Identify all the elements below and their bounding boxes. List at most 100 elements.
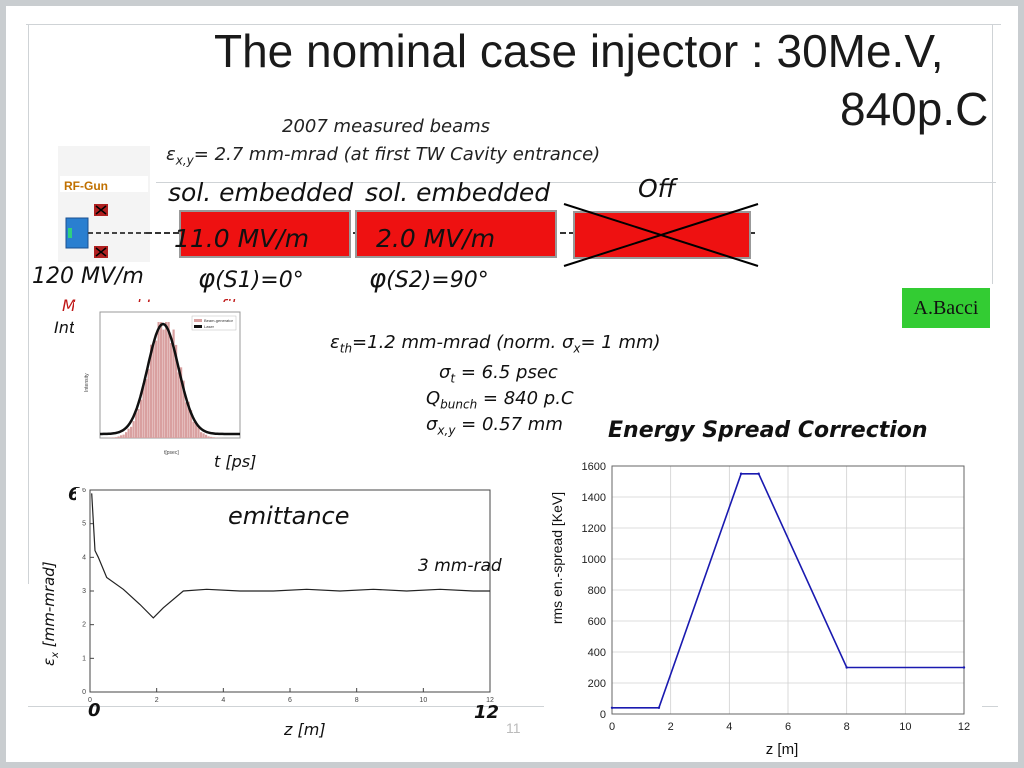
rf-gun-drawing: RF-Gun xyxy=(58,146,150,262)
es-x-tick-label: 0 xyxy=(609,721,615,733)
emit-x-tick-label: 10 xyxy=(419,697,427,704)
emit-y-tick-label: 6 xyxy=(82,488,86,494)
es-xlabel: z [m] xyxy=(766,741,799,758)
frame-right-line xyxy=(992,24,993,284)
laser-hist-bar xyxy=(162,329,165,438)
slide: The nominal case injector : 30Me.V, 840p… xyxy=(6,6,1018,762)
frame-bottom-line xyxy=(28,706,998,707)
emit-x-tick-label: 2 xyxy=(155,697,159,704)
param-sigma-t-text: = 6.5 psec xyxy=(455,362,558,383)
param-sigma-xy: σx,y = 0.57 mm xyxy=(426,414,563,438)
es-ylabel: rms en.-spread [KeV] xyxy=(549,492,565,624)
laser-hist-bar xyxy=(112,437,115,438)
es-data-point xyxy=(739,472,743,475)
laser-hist-bar xyxy=(152,343,155,438)
laser-hist-bar xyxy=(202,433,205,438)
emit-ylabel-text: [mm-mrad] xyxy=(40,561,58,652)
laser-profile-plot: Beam-generator Laser Intensity t[psec] xyxy=(74,302,270,464)
emit-y-tick-label: 0 xyxy=(82,689,86,696)
laser-hist-bar xyxy=(142,382,145,438)
laser-hist-bar xyxy=(165,322,168,438)
emit-y-tick-label: 5 xyxy=(82,521,86,528)
emittance-label: emittance xyxy=(228,502,350,530)
param-sxy-sub: x,y xyxy=(437,423,456,438)
laser-profile-svg: Beam-generator Laser Intensity t[psec] xyxy=(84,311,241,456)
laser-hist-bar xyxy=(160,322,163,438)
param-sxy-text: = 0.57 mm xyxy=(455,414,563,435)
es-data-point xyxy=(657,706,661,709)
es-y-tick-label: 600 xyxy=(588,616,606,628)
rf-gun-label: RF-Gun xyxy=(64,179,108,193)
laser-hist-bar xyxy=(155,340,158,438)
es-y-tick-label: 800 xyxy=(588,585,606,597)
laser-hist-bar xyxy=(125,432,128,438)
laser-hist-bar xyxy=(150,344,153,438)
gun-field-label: 120 MV/m xyxy=(32,264,144,289)
es-series-line xyxy=(612,473,964,709)
param-eth-sub2: x xyxy=(573,341,581,356)
emit-ylabel-symbol: ε xyxy=(40,657,58,666)
emit-x-tick-label: 8 xyxy=(355,697,359,704)
param-eth-sub: th xyxy=(339,341,353,356)
emit-y-tick-label: 3 xyxy=(82,588,86,595)
author-badge: A.Bacci xyxy=(902,288,990,328)
laser-hist-bar xyxy=(145,379,148,438)
phi-symbol: φ xyxy=(369,264,387,294)
field1-label: 11.0 MV/m xyxy=(174,224,310,253)
laser-hist-bar xyxy=(122,434,125,438)
intensity-axis-label: Int. xyxy=(54,318,81,337)
off-label: Off xyxy=(638,174,676,203)
laser-hist-bar xyxy=(205,434,208,438)
beamline xyxy=(146,182,766,272)
es-x-tick-label: 10 xyxy=(899,721,911,733)
slide-title-line1: The nominal case injector : 30Me.V, xyxy=(214,25,944,77)
laser-hist-bar xyxy=(190,410,193,438)
laser-hist-bar xyxy=(180,367,183,438)
laser-hist-bar xyxy=(147,369,150,438)
laser-hist-bar xyxy=(207,436,210,438)
time-axis-label: t [ps] xyxy=(214,452,257,471)
laser-hist-bar xyxy=(210,436,213,438)
rf-gun-schematic: RF-Gun xyxy=(58,146,150,262)
param-sxy-symbol: σ xyxy=(426,414,438,435)
frame-left-line xyxy=(28,24,29,584)
emittance-note-sub: x,y xyxy=(175,153,194,168)
param-q-symbol: Q xyxy=(426,388,441,409)
param-thermal-emittance: εth=1.2 mm-mrad (norm. σx= 1 mm) xyxy=(330,332,661,356)
emittance-xlabel: z [m] xyxy=(284,720,326,739)
param-q-bunch: Qbunch = 840 p.C xyxy=(426,388,574,412)
emit-y-tick-label: 1 xyxy=(82,655,86,662)
emit-x-tick-label: 12 xyxy=(486,697,494,704)
laser-hist-bar xyxy=(172,329,175,438)
laser-hist-bar xyxy=(187,401,190,438)
emit-x-tick-label: 4 xyxy=(221,697,225,704)
param-sigma-t-sub: t xyxy=(450,371,456,386)
es-data-point xyxy=(610,706,614,709)
page-number: 11 xyxy=(506,720,521,736)
laser-hist-bar xyxy=(182,380,185,438)
laser-xlabel: t[psec] xyxy=(164,450,179,456)
emittance-ylabel: εx [mm-mrad] xyxy=(40,561,61,666)
laser-hist-bar xyxy=(192,421,195,438)
param-sigma-t: σt = 6.5 psec xyxy=(439,362,558,386)
laser-hist-bar xyxy=(200,432,203,438)
es-y-tick-label: 1400 xyxy=(582,492,606,504)
energy-spread-chart: 0 200 400 600 800 1000 1200 1400 1600 0 2 4 6 8 10 12 z… xyxy=(544,448,982,758)
laser-hist-bar xyxy=(115,437,118,438)
laser-hist-bar xyxy=(157,322,160,438)
laser-hist-bar xyxy=(195,423,198,438)
param-sigma-t-symbol: σ xyxy=(439,362,451,383)
emittance-note-symbol: ε xyxy=(166,144,176,165)
es-y-tick-label: 1000 xyxy=(582,554,606,566)
subtitle: 2007 measured beams xyxy=(282,116,491,137)
param-eth-text2: = 1 mm) xyxy=(580,332,661,353)
phase1-label: φ(S1)=0° xyxy=(198,264,304,294)
es-x-tick-label: 4 xyxy=(726,721,732,733)
emit-ylabel-sub: x xyxy=(50,651,61,658)
beamline-drawing xyxy=(146,203,759,267)
phi-symbol: φ xyxy=(198,264,216,294)
laser-hist-bar xyxy=(197,427,200,438)
legend-beam-generator: Beam-generator xyxy=(204,318,234,323)
es-data-point xyxy=(757,472,760,475)
